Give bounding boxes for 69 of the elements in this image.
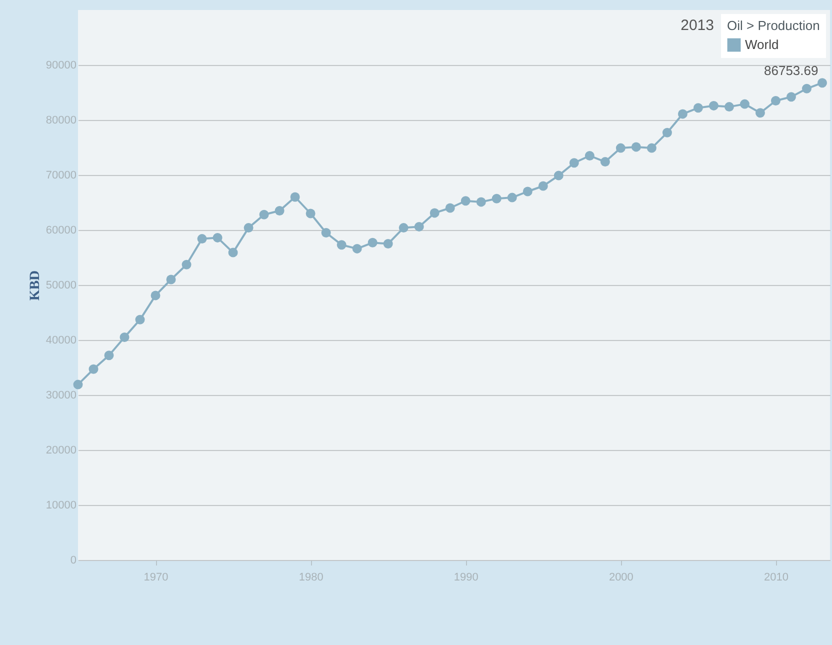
point xyxy=(244,223,254,233)
point xyxy=(321,228,331,238)
point xyxy=(166,274,176,284)
point xyxy=(228,248,238,258)
point xyxy=(786,92,796,102)
point xyxy=(507,192,517,202)
point xyxy=(182,260,192,270)
y-tick-label: 50000 xyxy=(46,280,76,292)
point xyxy=(818,78,827,88)
point xyxy=(368,238,378,248)
point xyxy=(584,151,594,160)
point xyxy=(414,222,424,232)
y-tick-label: 60000 xyxy=(46,224,76,236)
point xyxy=(274,206,284,216)
point xyxy=(120,332,130,342)
point xyxy=(212,232,222,242)
point xyxy=(197,234,207,244)
point xyxy=(492,194,502,204)
point xyxy=(538,181,548,191)
point xyxy=(430,208,440,218)
point xyxy=(398,223,408,233)
y-tick-label: 10000 xyxy=(46,500,76,512)
point xyxy=(383,239,393,248)
point xyxy=(600,157,610,167)
y-tick-label: 80000 xyxy=(46,114,76,126)
point xyxy=(336,240,346,250)
point xyxy=(678,109,688,119)
point xyxy=(88,364,98,374)
y-tick-label: 70000 xyxy=(46,170,76,182)
point xyxy=(569,158,579,168)
point xyxy=(631,142,641,152)
x-tick-label: 2000 xyxy=(608,572,634,584)
x-tick-label: 1970 xyxy=(144,572,168,584)
y-axis-title: KBD xyxy=(28,270,43,301)
annotation: 2013 xyxy=(680,17,714,34)
point xyxy=(522,186,532,196)
point xyxy=(770,96,780,106)
point xyxy=(73,380,83,390)
point xyxy=(150,290,160,300)
y-tick-label: 90000 xyxy=(46,60,76,72)
x-tick-label: 2010 xyxy=(764,572,788,584)
point xyxy=(740,99,750,109)
point xyxy=(554,170,564,180)
point xyxy=(290,192,300,202)
point xyxy=(646,143,656,153)
point xyxy=(693,103,703,113)
y-tick-label: 40000 xyxy=(46,334,76,346)
point xyxy=(306,208,316,218)
y-tick-label: 30000 xyxy=(46,390,76,402)
y-tick-label: 0 xyxy=(70,554,76,566)
point xyxy=(135,314,145,324)
point xyxy=(445,203,455,213)
point xyxy=(460,196,470,206)
data-label: 86753.69 xyxy=(764,62,818,78)
point xyxy=(724,102,734,112)
point xyxy=(259,210,269,220)
y-tick-label: 20000 xyxy=(46,444,76,456)
x-tick-label: 1980 xyxy=(298,572,324,584)
legend-title: Oil > Production xyxy=(727,18,820,33)
point xyxy=(802,84,812,94)
point xyxy=(616,143,626,153)
point xyxy=(755,108,765,118)
point xyxy=(662,128,672,138)
point xyxy=(476,197,486,207)
legend-label: World xyxy=(745,37,779,52)
x-tick-label: 1990 xyxy=(454,572,478,584)
point xyxy=(104,350,114,360)
point xyxy=(352,244,362,254)
point xyxy=(708,100,718,110)
